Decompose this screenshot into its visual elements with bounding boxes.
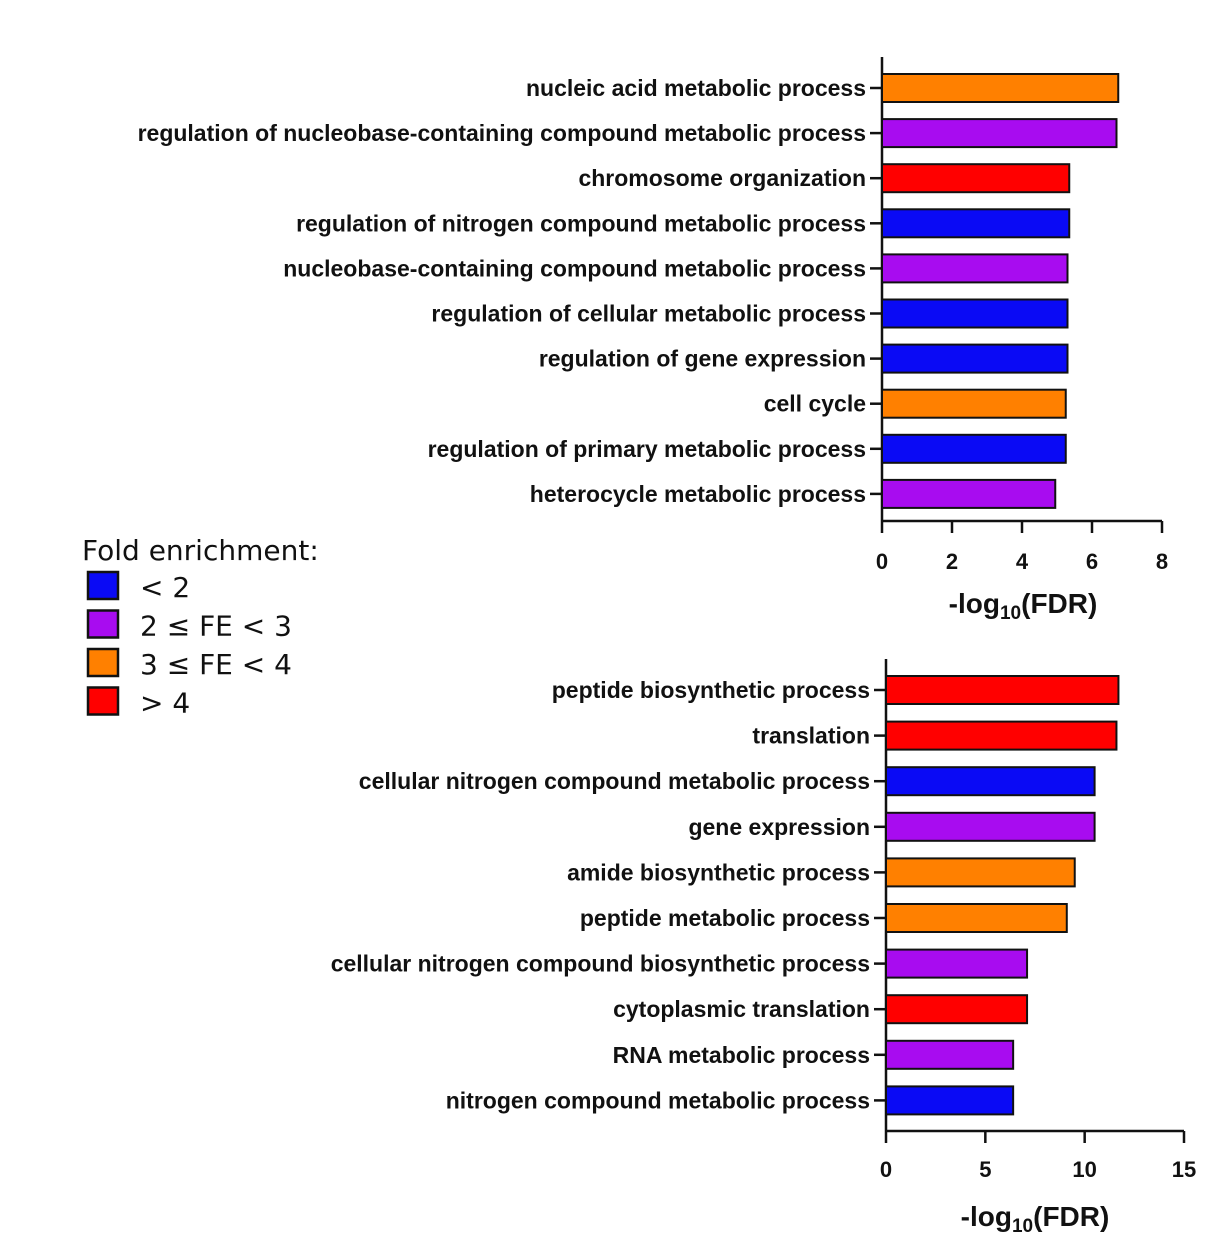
legend-swatch <box>86 647 120 678</box>
legend-label: < 2 <box>140 571 190 604</box>
category-label: chromosome organization <box>578 165 866 191</box>
bar <box>881 208 1071 239</box>
legend-swatch <box>86 686 120 716</box>
bar <box>885 903 1068 933</box>
bar <box>881 298 1069 329</box>
category-label: heterocycle metabolic process <box>530 481 866 507</box>
bar <box>885 720 1118 751</box>
bar <box>885 994 1029 1025</box>
bar <box>881 343 1069 374</box>
bar <box>885 675 1120 705</box>
category-label: nucleobase-containing compound metabolic… <box>283 255 866 281</box>
x-tick-label: 4 <box>1016 549 1029 574</box>
x-tick-label: 5 <box>979 1157 991 1182</box>
category-label: peptide metabolic process <box>580 905 870 931</box>
x-tick-label: 10 <box>1072 1157 1096 1182</box>
x-tick-label: 8 <box>1156 549 1168 574</box>
x-tick-label: 2 <box>946 549 958 574</box>
category-label: regulation of gene expression <box>539 346 866 372</box>
bar <box>885 1039 1015 1070</box>
x-tick-label: 0 <box>876 549 888 574</box>
bar <box>885 857 1076 888</box>
legend-title: Fold enrichment: <box>82 534 319 567</box>
bar <box>881 388 1067 419</box>
bar <box>885 811 1096 842</box>
category-label: cellular nitrogen compound metabolic pro… <box>359 768 870 794</box>
category-label: translation <box>752 723 870 749</box>
x-tick-label: 0 <box>880 1157 892 1182</box>
bar <box>881 163 1071 194</box>
bar <box>885 766 1096 797</box>
bar <box>881 253 1069 284</box>
category-label: regulation of nucleobase-containing comp… <box>138 120 866 146</box>
category-label: RNA metabolic process <box>613 1042 870 1068</box>
category-label: gene expression <box>688 814 870 840</box>
x-tick-label: 6 <box>1086 549 1098 574</box>
category-label: amide biosynthetic process <box>567 859 870 885</box>
category-label: peptide biosynthetic process <box>552 677 870 703</box>
bar <box>881 73 1120 103</box>
fold-enrichment-legend: Fold enrichment: < 2 2 ≤ FE < 3 3 ≤ FE < 4… <box>82 534 319 720</box>
legend-swatch <box>86 570 120 601</box>
x-tick-label: 15 <box>1172 1157 1196 1182</box>
category-label: regulation of primary metabolic process <box>428 436 866 462</box>
bar <box>881 433 1067 464</box>
bar <box>881 118 1118 149</box>
top-chart-panel: nucleic acid metabolic process regulation… <box>138 57 1168 624</box>
bar <box>885 1085 1015 1116</box>
category-label: cellular nitrogen compound biosynthetic … <box>331 951 870 977</box>
x-axis-title: -log10(FDR) <box>961 1201 1110 1237</box>
x-axis-title: -log10(FDR) <box>949 588 1098 624</box>
bar <box>885 948 1029 979</box>
legend-swatch <box>86 609 120 639</box>
bottom-chart-panel: peptide biosynthetic process translation c… <box>331 659 1196 1237</box>
category-label: nucleic acid metabolic process <box>526 75 866 101</box>
category-label: nitrogen compound metabolic process <box>446 1087 870 1113</box>
category-label: cell cycle <box>764 391 866 417</box>
legend-label: > 4 <box>140 687 190 720</box>
bar <box>881 478 1057 509</box>
category-label: regulation of nitrogen compound metaboli… <box>296 210 866 236</box>
category-label: regulation of cellular metabolic process <box>431 301 866 327</box>
legend-label: 2 ≤ FE < 3 <box>140 610 292 643</box>
category-label: cytoplasmic translation <box>613 996 870 1022</box>
legend-label: 3 ≤ FE < 4 <box>140 648 292 681</box>
